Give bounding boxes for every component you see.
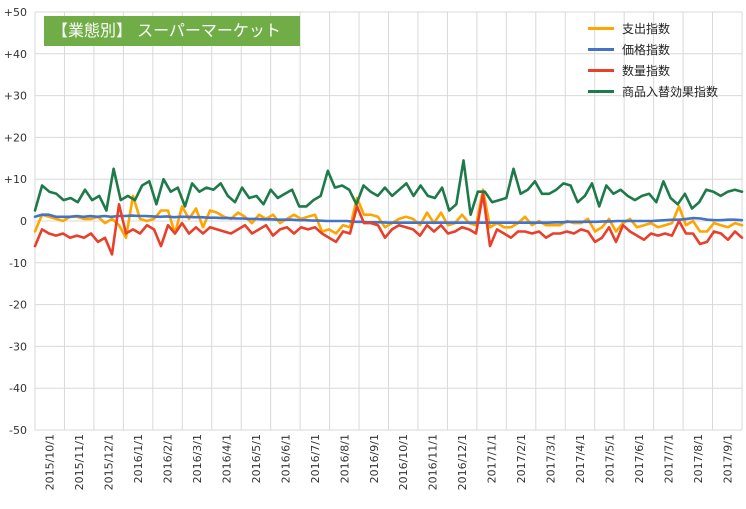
series-line bbox=[33, 213, 744, 224]
series-line bbox=[33, 188, 744, 239]
legend-label: 支出指数 bbox=[622, 22, 671, 36]
x-tick-label: 2017/7/1 bbox=[662, 434, 675, 483]
x-tick-label: 2017/8/1 bbox=[692, 434, 705, 483]
legend-swatch bbox=[588, 48, 614, 51]
x-tick-label: 2016/11/1 bbox=[427, 434, 440, 490]
x-tick-label: 2016/1/1 bbox=[132, 434, 145, 483]
x-tick-label: 2017/3/1 bbox=[545, 434, 558, 483]
y-tick-label: -10 bbox=[9, 257, 27, 270]
legend-item: 数量指数 bbox=[588, 60, 738, 81]
legend-label: 数量指数 bbox=[622, 64, 671, 78]
x-tick-label: 2016/6/1 bbox=[279, 434, 292, 483]
y-tick-label: +10 bbox=[4, 173, 27, 186]
x-tick-label: 2016/7/1 bbox=[309, 434, 322, 483]
x-tick-label: 2015/10/1 bbox=[44, 434, 57, 490]
y-tick-label: +40 bbox=[4, 48, 27, 61]
y-tick-label: -20 bbox=[9, 299, 27, 312]
legend-label: 価格指数 bbox=[622, 43, 671, 57]
x-tick-label: 2016/3/1 bbox=[191, 434, 204, 483]
x-tick-label: 2017/2/1 bbox=[515, 434, 528, 483]
legend-swatch bbox=[588, 69, 614, 72]
series-lines bbox=[33, 159, 744, 256]
x-tick-label: 2016/8/1 bbox=[338, 434, 351, 483]
x-tick-label: 2016/4/1 bbox=[220, 434, 233, 483]
x-tick-label: 2016/9/1 bbox=[368, 434, 381, 483]
y-tick-label: -30 bbox=[9, 340, 27, 353]
legend-item: 商品入替効果指数 bbox=[588, 81, 738, 102]
x-tick-label: 2017/1/1 bbox=[486, 434, 499, 483]
legend-swatch bbox=[588, 27, 614, 30]
legend-item: 価格指数 bbox=[588, 39, 738, 60]
y-tick-label: -50 bbox=[9, 424, 27, 437]
y-tick-label: +20 bbox=[4, 131, 27, 144]
y-tick-label: +30 bbox=[4, 90, 27, 103]
x-tick-label: 2016/12/1 bbox=[456, 434, 469, 490]
series-line bbox=[33, 159, 744, 216]
y-tick-label: 0 bbox=[20, 215, 27, 228]
legend-item: 支出指数 bbox=[588, 18, 738, 39]
y-tick-label: -40 bbox=[9, 382, 27, 395]
legend: 支出指数 価格指数 数量指数 商品入替効果指数 bbox=[588, 18, 738, 102]
x-tick-label: 2017/4/1 bbox=[574, 434, 587, 483]
x-tick-label: 2017/6/1 bbox=[633, 434, 646, 483]
chart-title: 【業態別】 スーパーマーケット bbox=[44, 16, 300, 46]
x-tick-label: 2017/9/1 bbox=[721, 434, 734, 483]
legend-label: 商品入替効果指数 bbox=[622, 85, 719, 99]
x-tick-label: 2016/10/1 bbox=[397, 434, 410, 490]
x-tick-label: 2015/12/1 bbox=[103, 434, 116, 490]
x-axis: 2015/10/1 2015/11/1 2015/12/1 2016/1/1 2016/… bbox=[44, 434, 735, 490]
y-tick-label: +50 bbox=[4, 6, 27, 19]
x-tick-label: 2016/5/1 bbox=[250, 434, 263, 483]
legend-swatch bbox=[588, 90, 614, 93]
x-tick-label: 2016/2/1 bbox=[162, 434, 175, 483]
series-line bbox=[33, 192, 744, 256]
x-tick-label: 2015/11/1 bbox=[73, 434, 86, 490]
y-axis: +50 +40 +30 +20 +10 0 -10 -20 -30 -40 -50 bbox=[4, 6, 27, 437]
x-tick-label: 2017/5/1 bbox=[603, 434, 616, 483]
